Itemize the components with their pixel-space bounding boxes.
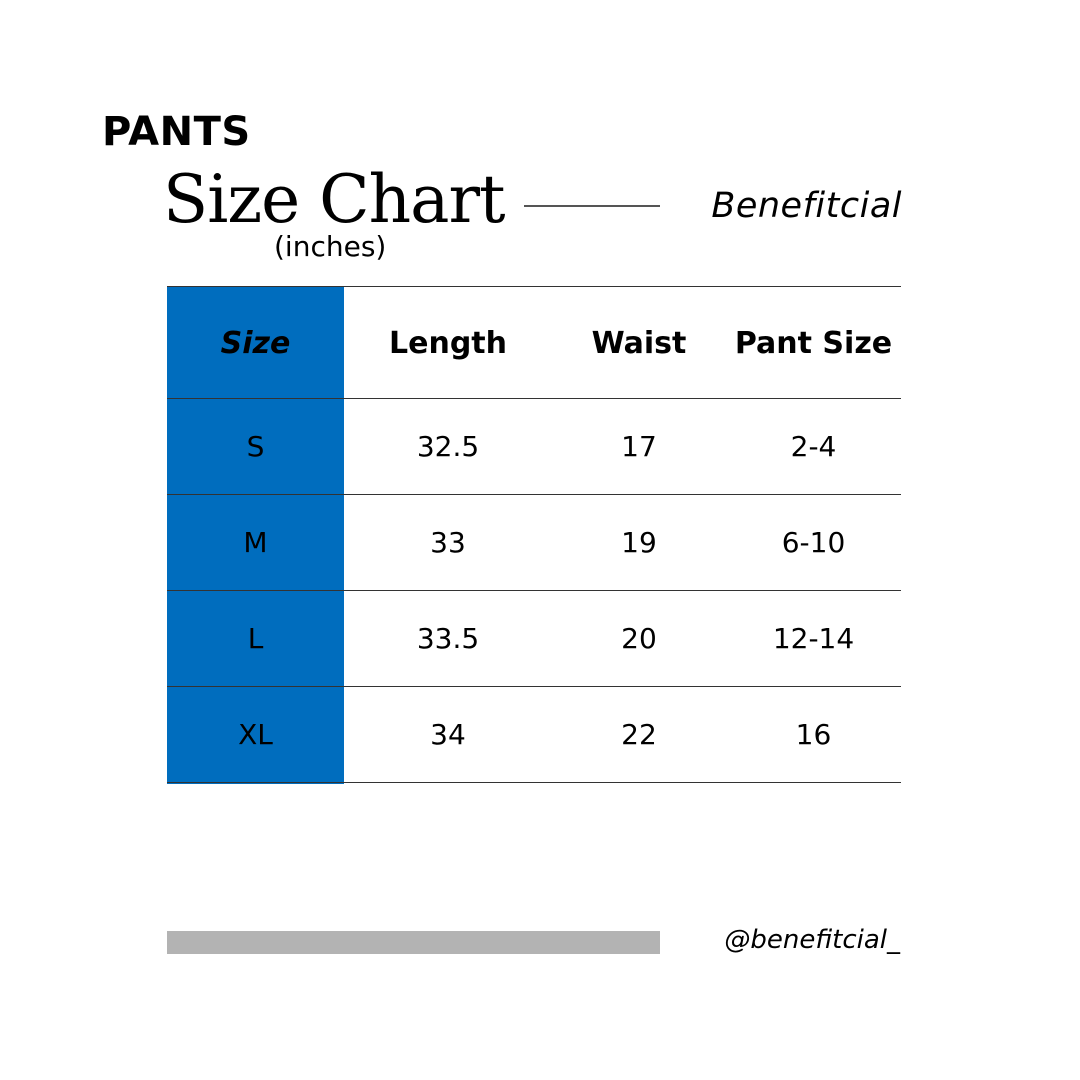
size-cell: M <box>243 526 268 559</box>
size-cell: L <box>247 622 264 655</box>
waist-cell: 17 <box>621 430 657 463</box>
table-row: L 33.5 20 12-14 <box>167 590 901 686</box>
pant-size-cell: 2-4 <box>790 430 837 463</box>
social-handle: @benefitcial_ <box>724 925 900 955</box>
pant-size-cell: 6-10 <box>781 526 846 559</box>
size-table: Size Length Waist Pant Size S 32.5 17 2-… <box>167 286 901 784</box>
column-header-pant-size: Pant Size <box>734 326 893 361</box>
length-cell: 33 <box>430 526 466 559</box>
waist-cell: 19 <box>621 526 657 559</box>
footer-bar <box>167 931 660 954</box>
length-cell: 34 <box>430 718 466 751</box>
size-cell: S <box>246 430 265 463</box>
waist-cell: 22 <box>621 718 657 751</box>
length-cell: 33.5 <box>416 622 480 655</box>
table-row: S 32.5 17 2-4 <box>167 398 901 494</box>
table-row: XL 34 22 16 <box>167 686 901 783</box>
column-header-waist: Waist <box>591 326 687 361</box>
pant-size-cell: 16 <box>795 718 832 751</box>
table-row: M 33 19 6-10 <box>167 494 901 590</box>
size-column-highlight <box>167 287 344 784</box>
table-header-row: Size Length Waist Pant Size <box>167 286 901 398</box>
size-cell: XL <box>238 718 273 751</box>
column-header-length: Length <box>389 326 507 361</box>
units-label: (inches) <box>274 230 387 263</box>
category-heading: PANTS <box>102 109 251 155</box>
title-divider <box>524 205 660 207</box>
length-cell: 32.5 <box>416 430 480 463</box>
brand-name: Benefitcial <box>711 186 902 226</box>
pant-size-cell: 12-14 <box>772 622 855 655</box>
column-header-size: Size <box>220 326 291 361</box>
page-title: Size Chart <box>163 161 506 238</box>
waist-cell: 20 <box>621 622 657 655</box>
